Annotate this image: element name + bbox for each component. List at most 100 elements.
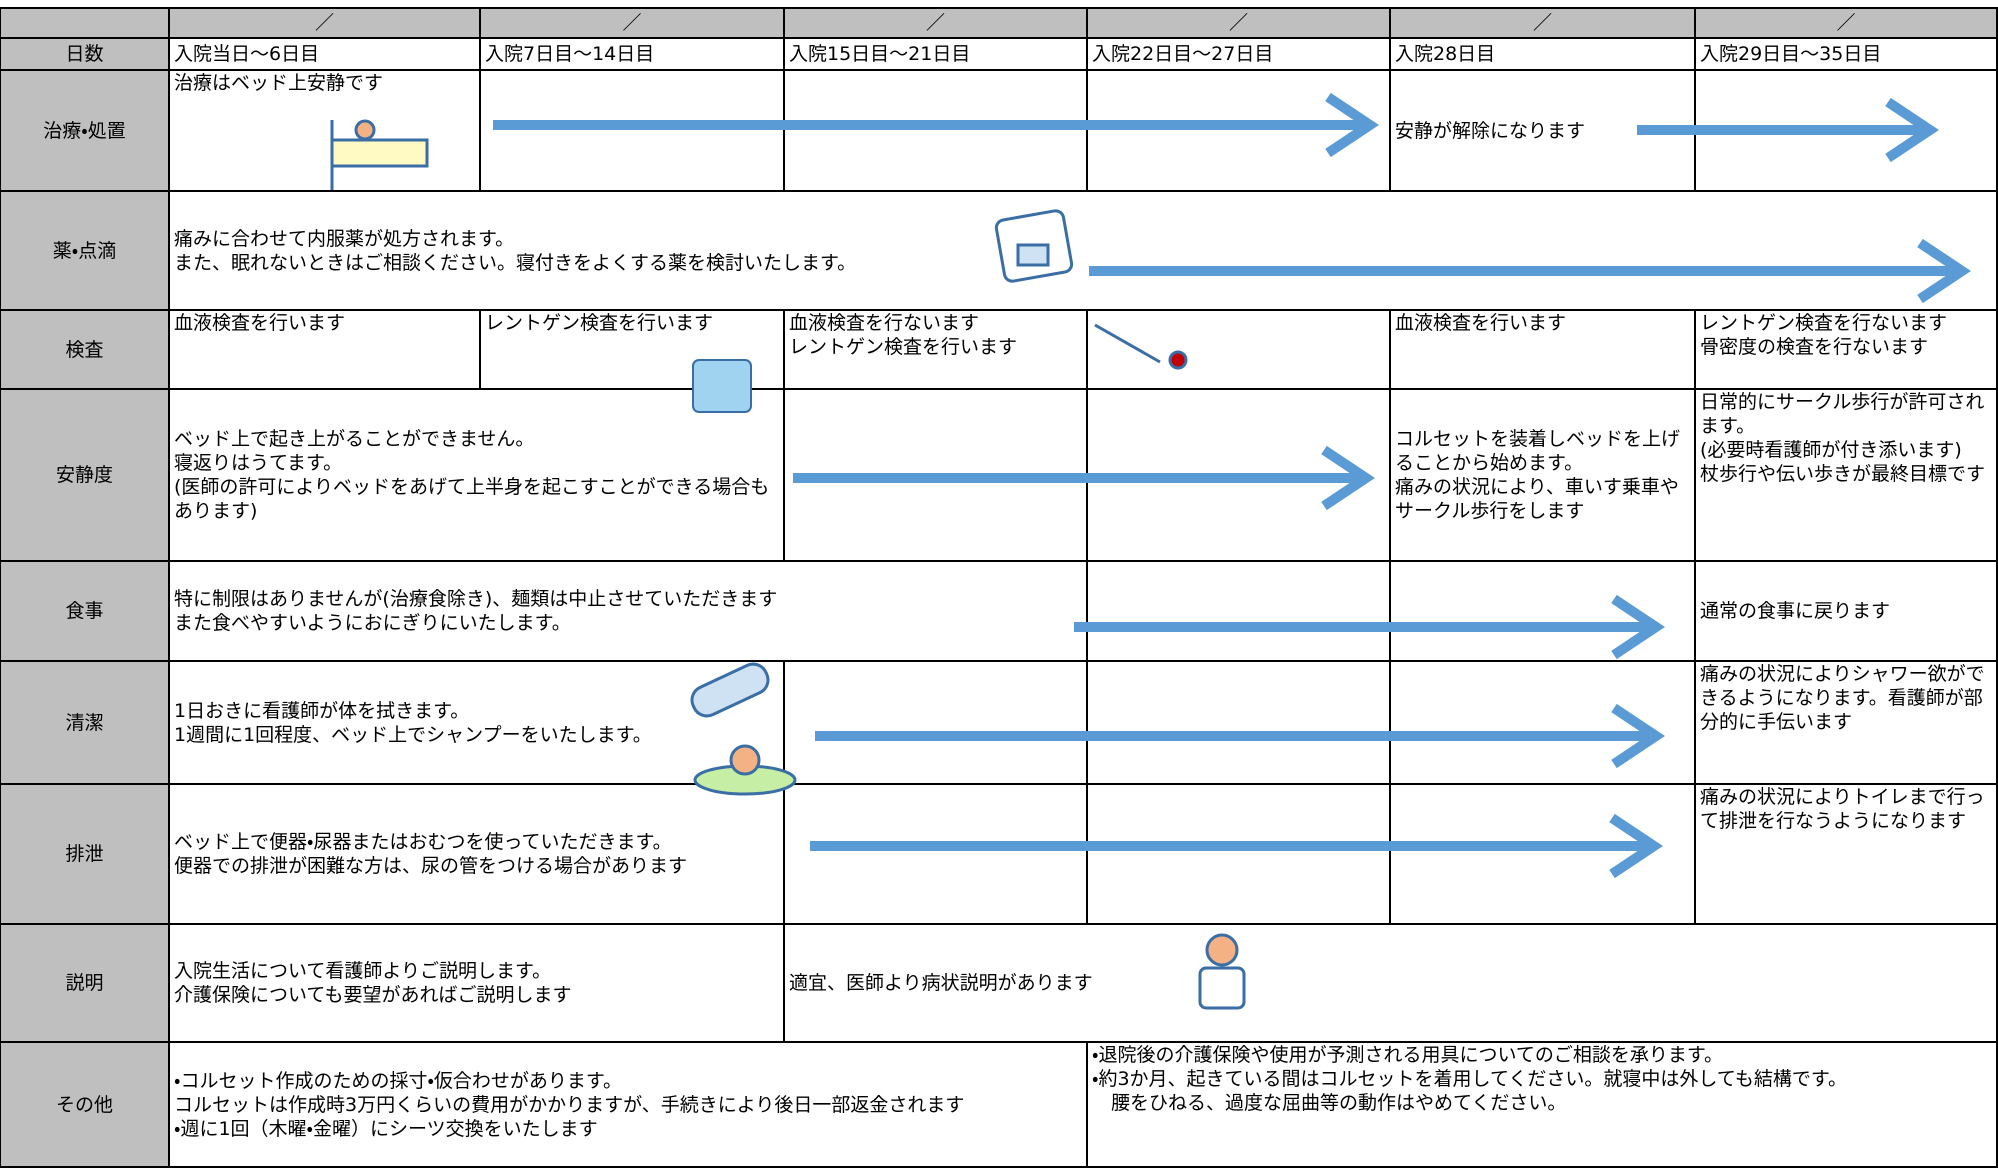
arrow-head [1885, 97, 1940, 163]
cell-text: 杖歩行や伝い歩きが最終目標です [1700, 463, 1986, 485]
cell-text: 通常の食事に戻ります [1700, 600, 1891, 622]
cell-text: コルセットを装着しベッドを上げることから始めます。 [1395, 428, 1681, 474]
cell-text: ・週に1回（木曜・金曜）にシーツ交換をいたします [174, 1117, 598, 1140]
cell-text: 1日おきに看護師が体を拭きます。 [174, 699, 470, 722]
cell-text: ベッド上で起き上がることができません。 [174, 428, 535, 450]
cell-text: 1週間に1回程度、ベッド上でシャンプーをいたします。 [174, 723, 652, 746]
cell-text: 腰をひねる、過度な屈曲等の動作はやめてください。 [1092, 1092, 1567, 1114]
day-cell: 入院29日目～35日目 [1695, 38, 1997, 70]
content-cell: ベッド上で便器・尿器またはおむつを使っていただきます。 便器での排泄が困難な方は、… [169, 784, 784, 924]
content-cell: 血液検査を行ないます レントゲン検査を行います [784, 310, 1087, 389]
day-label: 入院29日目～35日目 [1700, 43, 1882, 65]
arrow-head [1325, 92, 1380, 158]
date-slash: ／ [1836, 12, 1856, 34]
day-cell: 入院15日目～21日目 [784, 38, 1087, 70]
date-cell: ／ [784, 8, 1087, 38]
row-label: 清潔 [65, 711, 104, 734]
cell-text: ベッド上で便器・尿器またはおむつを使っていただきます。 [174, 831, 672, 853]
label-cell: 清潔 [0, 661, 169, 784]
day-label: 入院22日目～27日目 [1092, 43, 1274, 65]
content-cell: 日常的にサークル歩行が許可されます。 (必要時看護師が付き添います) 杖歩行や伝い歩… [1695, 389, 1997, 561]
content-cell: 特に制限はありませんが(治療食除き)、麺類は中止させていただきます また食べやすい… [169, 561, 1087, 661]
arrow-head [1611, 594, 1666, 660]
content-cell: レントゲン検査を行います [480, 310, 784, 389]
arrow-head [1917, 238, 1972, 304]
row-label: その他 [55, 1093, 113, 1116]
content-cell: ベッド上で起き上がることができません。 寝返りはうてます。 (医師の許可によりベッド… [169, 389, 784, 561]
row-label: 治療・処置 [43, 119, 126, 142]
content-cell: 1日おきに看護師が体を拭きます。 1週間に1回程度、ベッド上でシャンプーをいたしま… [169, 661, 784, 784]
label-cell: 安静度 [0, 389, 169, 561]
content-cell: 血液検査を行います [1390, 310, 1695, 389]
cell-text: レントゲン検査を行ないます [1700, 312, 1948, 334]
row-label: 検査 [65, 338, 104, 361]
date-cell: ／ [1390, 8, 1695, 38]
content-cell: 治療はベッド上安静です [169, 70, 480, 191]
header-bg [0, 8, 1998, 38]
date-cell: ／ [1695, 8, 1997, 38]
date-slash: ／ [1228, 12, 1248, 34]
date-slash: ／ [314, 12, 334, 34]
arrow-head [1611, 703, 1666, 769]
row-label: 日数 [65, 43, 104, 65]
row-label: 排泄 [65, 843, 104, 865]
cell-text: 治療はベッド上安静です [174, 72, 384, 94]
day-label: 入院7日目～14日目 [485, 43, 655, 65]
label-cell: 食事 [0, 561, 169, 661]
cell-text: 寝返りはうてます。 [174, 452, 343, 474]
content-cell: 痛みの状況によりシャワー欲ができるようになります。看護師が部分的に手伝います [1695, 661, 1997, 784]
content-cell: レントゲン検査を行ないます 骨密度の検査を行ないます [1695, 310, 1997, 389]
day-cell: 入院7日目～14日目 [480, 38, 784, 70]
content-cell: ・コルセット作成のための採寸・仮合わせがあります。 コルセットは作成時3万円くらい… [169, 1042, 1087, 1167]
cell-text: ・コルセット作成のための採寸・仮合わせがあります。 [174, 1069, 623, 1092]
label-cell: 排泄 [0, 784, 169, 924]
cell-text: 日常的にサークル歩行が許可されます。 [1700, 391, 1985, 437]
cell-text: 骨密度の検査を行ないます [1700, 336, 1929, 358]
content-cell: 痛みに合わせて内服薬が処方されます。 また、眠れないときはご相談ください。寝付きを… [169, 191, 1087, 310]
cell-text: 痛みの状況により、車いす乗車やサークル歩行をします [1395, 476, 1679, 522]
arrow-head [1609, 813, 1664, 879]
label-column-bg [0, 38, 169, 1167]
cell-text: レントゲン検査を行います [789, 336, 1018, 358]
date-cell: ／ [169, 8, 480, 38]
content-cell: 血液検査を行います [169, 310, 480, 389]
cell-text: 入院生活について看護師よりご説明します。 [174, 960, 552, 982]
cell-text: 便器での排泄が困難な方は、尿の管をつける場合があります [174, 855, 688, 877]
content-cell: 痛みの状況によりトイレまで行って排泄を行なうようになります [1695, 784, 1997, 924]
row-label: 食事 [65, 600, 104, 622]
day-cell: 入院28日目 [1390, 38, 1695, 70]
row-label: 説明 [65, 972, 104, 994]
date-slash: ／ [1532, 12, 1552, 34]
cell-text: 痛みの状況によりシャワー欲ができるようになります。看護師が部分的に手伝います [1700, 663, 1985, 733]
cell-text: 適宜、医師より病状説明があります [789, 972, 1093, 994]
cell-text: 痛みに合わせて内服薬が処方されます。 [174, 227, 515, 250]
content-cell: コルセットを装着しベッドを上げることから始めます。 痛みの状況により、車いす乗車や… [1390, 389, 1695, 561]
date-slash: ／ [622, 12, 642, 34]
arrow-head [1321, 445, 1376, 511]
day-cell: 入院当日～6日目 [169, 38, 480, 70]
day-label: 入院15日目～21日目 [789, 43, 971, 65]
content-cell: 安静が解除になります [1390, 70, 1695, 191]
cell-text: 血液検査を行います [1395, 312, 1567, 334]
label-cell: その他 [0, 1042, 169, 1167]
content-cell: 通常の食事に戻ります [1695, 561, 1997, 661]
date-cell: ／ [1087, 8, 1390, 38]
cell-text: レントゲン検査を行います [485, 312, 714, 334]
cell-text: 血液検査を行ないます [789, 312, 980, 334]
date-slash: ／ [925, 12, 945, 34]
cell-text: (必要時看護師が付き添います) [1700, 439, 1962, 461]
row-label: 安静度 [55, 464, 113, 486]
cell-text: ・退院後の介護保険や使用が予測される用具についてのご相談を承ります。 [1092, 1044, 1723, 1066]
label-cell: 検査 [0, 310, 169, 389]
day-cell: 入院22日目～27日目 [1087, 38, 1390, 70]
label-cell: 治療・処置 [0, 70, 169, 191]
cell-text: また食べやすいようにおにぎりにいたします。 [174, 612, 571, 634]
date-cell: ／ [480, 8, 784, 38]
content-cell: ・退院後の介護保険や使用が予測される用具についてのご相談を承ります。 ・約3か月、… [1087, 1042, 1997, 1167]
cell-text: また、眠れないときはご相談ください。寝付きをよくする薬を検討いたします。 [174, 251, 857, 274]
cell-text: 安静が解除になります [1395, 119, 1586, 142]
cell-text: コルセットは作成時3万円くらいの費用がかかりますが、手続きにより後日一部返金され… [174, 1093, 965, 1116]
cell-text: 血液検査を行います [174, 312, 346, 334]
